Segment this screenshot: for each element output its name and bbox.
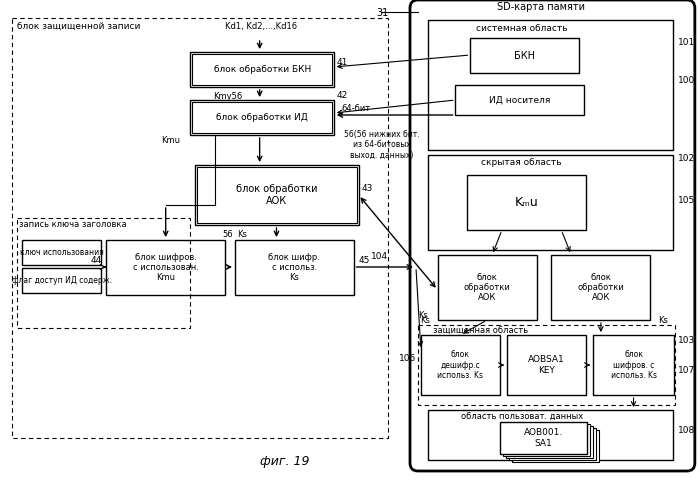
Text: фиг. 19: фиг. 19: [260, 455, 309, 468]
Text: AOBSA1
KEY: AOBSA1 KEY: [528, 355, 565, 375]
Text: блок защищенной записи: блок защищенной записи: [18, 22, 141, 31]
FancyBboxPatch shape: [235, 240, 354, 295]
FancyBboxPatch shape: [428, 410, 673, 460]
FancyBboxPatch shape: [195, 165, 358, 225]
Text: 103: 103: [678, 336, 695, 344]
Text: ключ использования: ключ использования: [20, 248, 104, 257]
FancyBboxPatch shape: [503, 424, 590, 456]
Text: 101: 101: [678, 38, 695, 46]
FancyBboxPatch shape: [438, 255, 537, 320]
Text: Ks: Ks: [237, 229, 247, 239]
FancyBboxPatch shape: [509, 428, 596, 460]
Text: блок шифр.
с использ.
Ks: блок шифр. с использ. Ks: [268, 253, 320, 283]
FancyBboxPatch shape: [22, 240, 102, 265]
Text: 45: 45: [358, 256, 370, 265]
Text: системная область: системная область: [476, 24, 568, 33]
Text: SD-карта памяти: SD-карта памяти: [497, 2, 585, 12]
Text: блок
обработки
АОК: блок обработки АОК: [464, 272, 510, 302]
Text: 42: 42: [337, 90, 348, 99]
Text: AOB001.
SA1: AOB001. SA1: [524, 428, 563, 448]
Text: блок обработки ИД: блок обработки ИД: [216, 113, 308, 122]
Bar: [418, 325, 675, 405]
FancyBboxPatch shape: [468, 175, 586, 230]
Text: блок
обработки
АОК: блок обработки АОК: [578, 272, 624, 302]
FancyBboxPatch shape: [190, 52, 334, 87]
Text: ИД носителя: ИД носителя: [489, 96, 550, 104]
Text: 44: 44: [90, 256, 101, 265]
FancyBboxPatch shape: [428, 155, 673, 250]
Bar: [18, 218, 190, 328]
Text: 43: 43: [361, 184, 373, 193]
Text: Kmу56: Kmу56: [214, 92, 242, 101]
FancyBboxPatch shape: [507, 335, 586, 395]
FancyBboxPatch shape: [106, 240, 225, 295]
FancyBboxPatch shape: [428, 20, 673, 150]
Text: 108: 108: [678, 426, 695, 435]
Text: запись ключа заголовка: запись ключа заголовка: [20, 220, 127, 229]
Bar: [13, 18, 389, 438]
Text: 105: 105: [678, 196, 695, 204]
FancyBboxPatch shape: [506, 426, 593, 458]
Text: блок
дешифр.с
использ. Ks: блок дешифр.с использ. Ks: [438, 350, 484, 380]
Text: Ks: Ks: [418, 311, 428, 320]
Text: 107: 107: [678, 366, 695, 374]
FancyBboxPatch shape: [410, 0, 695, 471]
Text: 56(56 нижних бит.
из 64-битовых
выход. данных): 56(56 нижних бит. из 64-битовых выход. д…: [344, 130, 419, 160]
FancyBboxPatch shape: [456, 85, 584, 115]
Text: 41: 41: [337, 57, 348, 67]
Text: защищенная область: защищенная область: [433, 327, 528, 336]
Text: флаг доступ ИД содерж.: флаг доступ ИД содерж.: [12, 276, 112, 285]
FancyBboxPatch shape: [190, 100, 334, 135]
Text: 64-бит: 64-бит: [342, 103, 371, 113]
FancyBboxPatch shape: [552, 255, 650, 320]
Text: область пользоват. данных: область пользоват. данных: [461, 413, 583, 422]
Text: скрытая область: скрытая область: [482, 158, 562, 167]
Text: блок шифров.
с использован.
Kmu: блок шифров. с использован. Kmu: [133, 253, 199, 283]
Text: 100: 100: [678, 75, 695, 85]
Text: блок
шифров. с
использ. Ks: блок шифров. с использ. Ks: [610, 350, 657, 380]
Text: Ks: Ks: [658, 316, 668, 325]
Text: 31: 31: [377, 8, 389, 18]
Text: 106: 106: [399, 354, 416, 363]
FancyBboxPatch shape: [512, 430, 599, 462]
FancyBboxPatch shape: [22, 268, 102, 293]
FancyBboxPatch shape: [470, 38, 579, 73]
Text: Kₘu: Kₘu: [514, 196, 538, 209]
Text: Kmu: Kmu: [162, 136, 181, 144]
Text: БКН: БКН: [514, 51, 536, 60]
Text: 104: 104: [372, 252, 389, 260]
Text: Kd1, Kd2,...,Kd16: Kd1, Kd2,...,Kd16: [225, 22, 298, 31]
Text: Ks: Ks: [420, 316, 430, 325]
FancyBboxPatch shape: [421, 335, 500, 395]
Text: 56: 56: [223, 229, 233, 239]
Text: блок обработки
АОК: блок обработки АОК: [236, 184, 318, 206]
Text: блок обработки БКН: блок обработки БКН: [214, 65, 311, 74]
FancyBboxPatch shape: [500, 422, 587, 454]
FancyBboxPatch shape: [593, 335, 674, 395]
Text: 102: 102: [678, 154, 695, 162]
